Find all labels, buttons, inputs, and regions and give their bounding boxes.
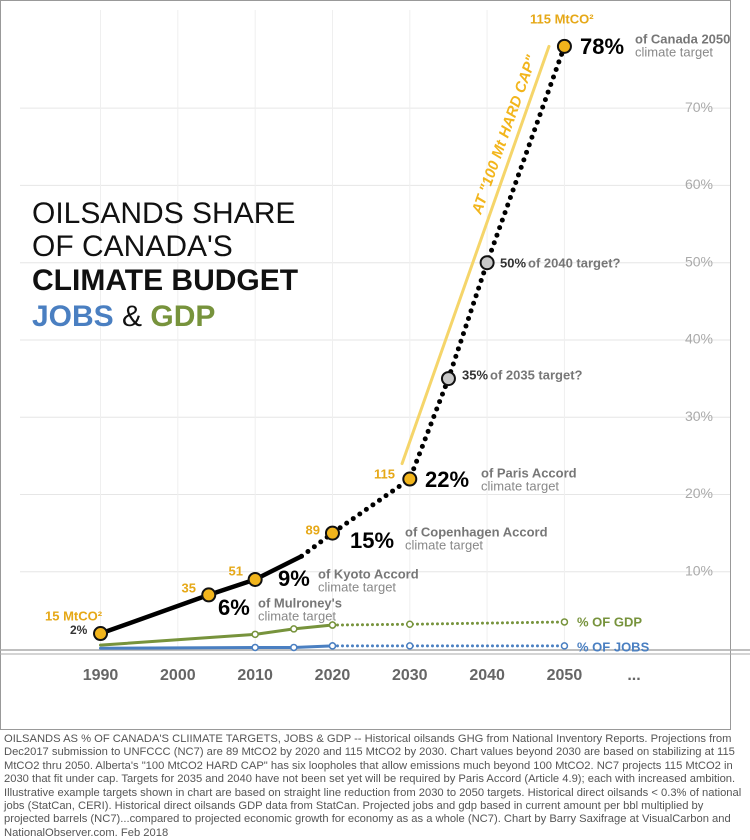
- chart-title: CLIMATE BUDGET: [32, 264, 298, 297]
- x-tick-label: ...: [627, 667, 640, 684]
- emission-label: 51: [229, 563, 243, 578]
- footnote: OILSANDS AS % OF CANADA'S CLIIMATE TARGE…: [4, 733, 742, 839]
- x-tick-label: 1990: [83, 667, 119, 684]
- series-line: [99, 644, 334, 650]
- x-tick-label: 2020: [315, 667, 351, 684]
- y-tick-label: 40%: [685, 331, 713, 347]
- series-marker: [406, 642, 414, 650]
- point-marker: [440, 371, 456, 387]
- annotation-pct: 50%: [500, 255, 526, 270]
- subtitle-part: &: [122, 300, 142, 333]
- series-line: [99, 623, 334, 647]
- emission-label: 89: [306, 522, 320, 537]
- x-tick-label: 2030: [392, 667, 428, 684]
- chart-subtitle: JOBS & GDP: [32, 300, 215, 333]
- frame: [0, 0, 731, 730]
- line-label: % OF GDP: [577, 614, 642, 629]
- chart: 10% 20% 30% 40% 50% 60% 70% 1990 2000 2010 2020 203…: [0, 0, 750, 730]
- annotation-pct: 78%: [580, 34, 624, 59]
- x-tick-label: 2000: [160, 667, 196, 684]
- x-tick-label: 2040: [469, 667, 505, 684]
- point-marker: [201, 587, 217, 603]
- series-marker: [251, 643, 259, 652]
- annotation-text: of 2035 target?: [490, 367, 583, 382]
- emission-label: 15 MtCO²: [45, 608, 103, 623]
- x-tick-label: 2050: [547, 667, 583, 684]
- annotation-text: of Kyoto Accord: [318, 566, 419, 581]
- emission-label: 115: [374, 466, 395, 481]
- series-marker: [406, 620, 414, 629]
- point-marker: [402, 471, 418, 487]
- annotation-sub: climate target: [405, 537, 483, 552]
- point-marker: [479, 255, 495, 271]
- y-tick-label: 30%: [685, 408, 713, 424]
- series-line: [330, 620, 566, 627]
- x-tick-label: 2010: [237, 667, 273, 684]
- series-marker: [328, 621, 337, 629]
- annotation-pct: 2%: [70, 623, 88, 637]
- cap-label: AT "100 Mt HARD CAP": [468, 52, 540, 217]
- series-marker: [560, 618, 569, 626]
- annotation-text: of Paris Accord: [481, 465, 577, 480]
- point-marker: [93, 626, 109, 642]
- y-tick-label: 10%: [685, 562, 713, 578]
- chart-title: OF CANADA'S: [32, 230, 233, 263]
- point-marker: [556, 38, 572, 54]
- y-tick-label: 50%: [685, 253, 713, 269]
- annotation-pct: 35%: [462, 367, 488, 382]
- line-label: % OF JOBS: [577, 639, 650, 654]
- annotation-pct: 22%: [425, 467, 469, 492]
- y-tick-label: 20%: [685, 485, 713, 501]
- annotation-text: of Mulroney's: [258, 595, 342, 610]
- emission-label: 115 MtCO²: [530, 11, 594, 26]
- series-marker: [328, 642, 337, 650]
- annotation-pct: 15%: [350, 528, 394, 553]
- series-marker: [560, 642, 569, 650]
- point-marker: [324, 525, 340, 541]
- series-marker: [290, 643, 298, 652]
- annotation-pct: 6%: [218, 595, 250, 620]
- subtitle-part: GDP: [150, 300, 215, 333]
- annotation-pct: 9%: [278, 566, 310, 591]
- y-tick-label: 70%: [685, 99, 713, 115]
- emission-label: 35: [182, 580, 196, 595]
- y-tick-label: 60%: [685, 176, 713, 192]
- annotation-text: of 2040 target?: [528, 255, 621, 270]
- annotation-text: of Copenhagen Accord: [405, 524, 548, 539]
- chart-title: OILSANDS SHARE: [32, 197, 295, 230]
- annotation-sub: climate target: [635, 44, 713, 59]
- annotation-text: of Canada 2050: [635, 31, 730, 46]
- series-line: [98, 554, 304, 636]
- series-marker: [251, 630, 259, 639]
- annotation-sub: climate target: [318, 579, 396, 594]
- point-marker: [247, 571, 263, 587]
- subtitle-part: JOBS: [32, 300, 114, 333]
- annotation-sub: climate target: [481, 478, 559, 493]
- series-marker: [290, 625, 298, 633]
- annotation-sub: climate target: [258, 608, 336, 623]
- series-line: [400, 44, 551, 466]
